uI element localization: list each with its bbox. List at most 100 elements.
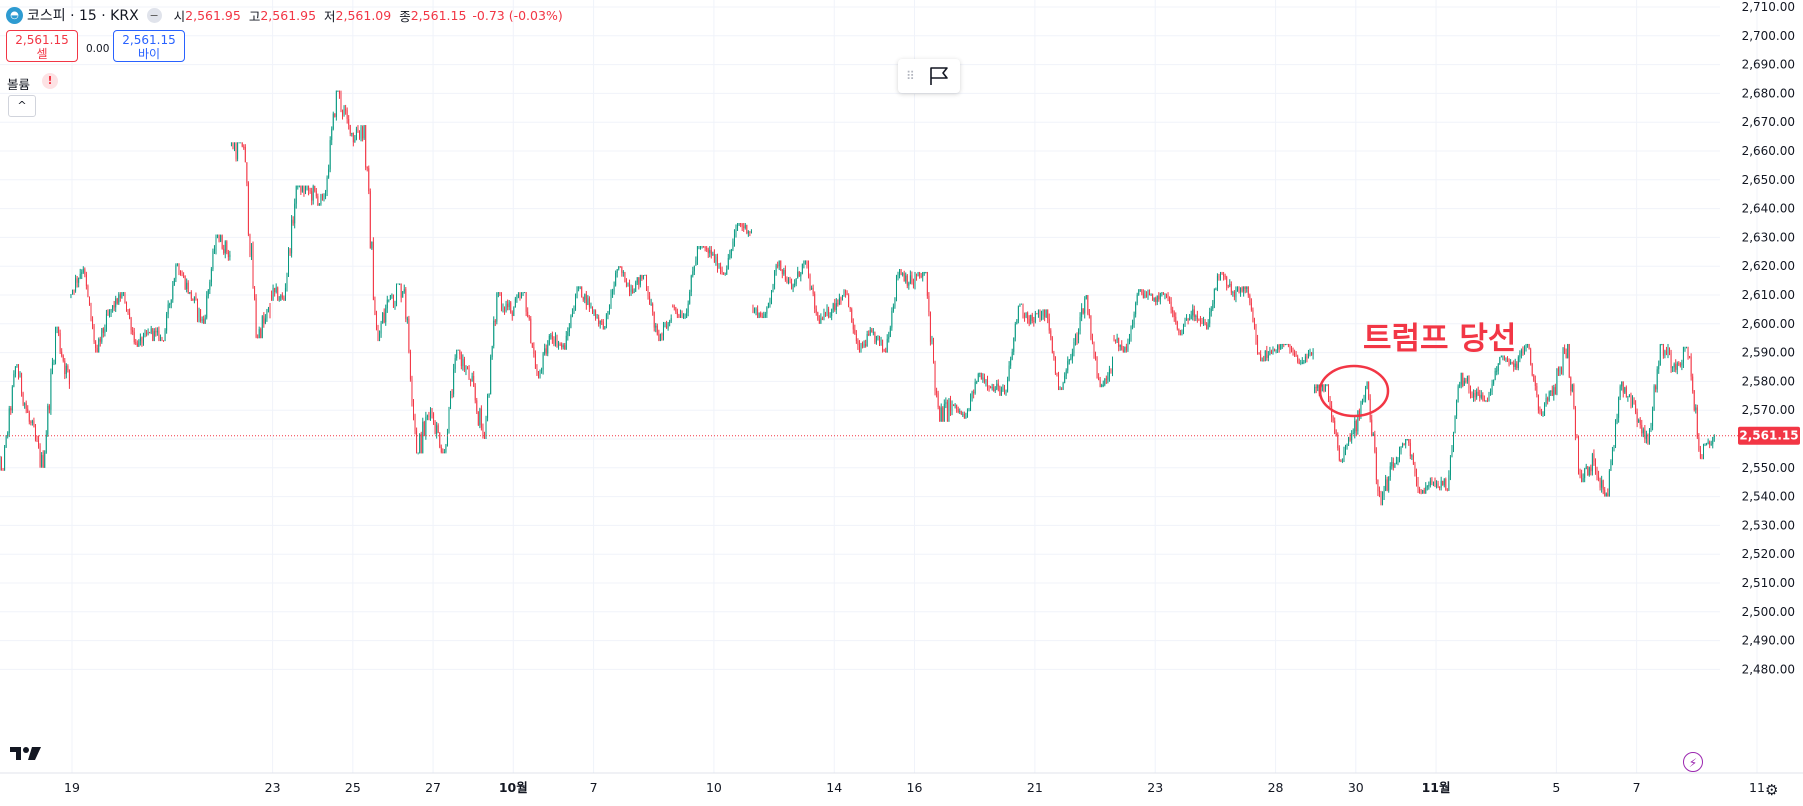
candle-body (607, 311, 609, 315)
candle-body (1476, 391, 1478, 398)
candle-body (1635, 404, 1637, 413)
candle-body (985, 380, 987, 382)
candle-body (482, 427, 484, 436)
candle-body (1533, 375, 1535, 381)
candle-body (1662, 343, 1664, 356)
candle-body (894, 297, 896, 307)
hide-legend-icon[interactable]: − (146, 7, 162, 23)
candle-body (794, 283, 796, 285)
tradingview-logo-icon[interactable] (10, 745, 42, 762)
candle-body (1536, 385, 1538, 395)
volume-label[interactable]: 볼륨 (7, 77, 31, 92)
candle-body (325, 191, 327, 198)
candle-body (584, 294, 586, 300)
candle-body (1695, 407, 1697, 411)
candle-body (403, 289, 405, 292)
candle-body (167, 304, 169, 315)
drag-handle-icon[interactable]: ⠿ (906, 69, 915, 83)
candle-body (197, 299, 198, 318)
candle-body (369, 191, 371, 249)
candle-body (146, 332, 148, 334)
candle-body (618, 266, 620, 270)
candle-body (888, 336, 890, 339)
candle-body (1272, 349, 1274, 354)
candle-body (1578, 437, 1579, 470)
candle-body (1284, 344, 1286, 346)
candle-body (396, 283, 397, 304)
candle-body (1419, 488, 1421, 494)
candle-body (1397, 461, 1399, 463)
settings-gear-icon[interactable]: ⚙ (1765, 781, 1779, 799)
candle-body (939, 406, 941, 422)
candle-body (527, 311, 529, 318)
candle-body (510, 302, 512, 313)
warning-icon[interactable]: ! (42, 73, 58, 89)
candle-body (792, 284, 794, 290)
trump-election-annotation[interactable]: 트럼프 당선 (1363, 321, 1517, 357)
candle-body (258, 329, 260, 339)
candle-body (1258, 352, 1260, 355)
candle-body (124, 292, 126, 304)
lightning-icon[interactable]: ⚡ (1683, 752, 1703, 772)
candle-body (1483, 399, 1485, 402)
collapse-button[interactable]: ^ (8, 95, 36, 117)
candle-body (1255, 327, 1257, 340)
candle-body (1470, 388, 1471, 394)
candle-body (119, 294, 121, 298)
candle-body (1554, 387, 1556, 395)
candle-body (1449, 457, 1451, 476)
candle-body (1491, 383, 1493, 392)
candle-body (879, 335, 880, 343)
candle-body (1649, 430, 1650, 444)
candle-body (1386, 479, 1388, 491)
candle-body (246, 162, 248, 184)
candle-body (720, 267, 722, 271)
sell-button[interactable]: 2,561.15 셀 (6, 30, 78, 62)
candle-body (601, 320, 603, 322)
candle-body (101, 328, 103, 342)
candle-body (110, 309, 112, 313)
candle-body (1355, 420, 1357, 432)
candle-body (815, 308, 817, 313)
candle-body (212, 251, 214, 270)
candle-body (912, 283, 914, 286)
candle-body (1573, 384, 1575, 408)
chart-legend: ◓ 코스피 · 15 · KRX − 시 2,561.95 고 2,561.95… (6, 5, 569, 25)
candle-body (1544, 403, 1546, 416)
candle-body (551, 335, 553, 340)
candle-body (960, 411, 962, 415)
candle-body (1527, 343, 1529, 345)
candle-body (104, 329, 106, 333)
candle-body (1362, 400, 1363, 402)
candle-body (5, 435, 7, 448)
candle-body (1345, 447, 1346, 452)
candle-body (1460, 372, 1462, 385)
candle-body (741, 224, 743, 227)
candle-body (1102, 384, 1104, 386)
candle-body (334, 113, 336, 117)
candle-body (297, 185, 299, 187)
candle-body (718, 267, 720, 269)
buy-button[interactable]: 2,561.15 바이 (113, 30, 185, 62)
symbol-title[interactable]: 코스피 · 15 · KRX (27, 8, 139, 24)
candle-body (272, 287, 274, 301)
candle-body (394, 303, 396, 308)
candle-body (1395, 461, 1397, 465)
candle-body (1118, 338, 1120, 347)
candle-body (865, 344, 867, 347)
flag-icon[interactable] (928, 66, 950, 86)
candle-body (496, 293, 498, 322)
candle-body (453, 368, 455, 395)
candle-body (1619, 386, 1621, 398)
candle-body (355, 128, 357, 140)
candle-body (477, 411, 479, 425)
candle-body (630, 289, 632, 292)
candle-body (491, 345, 493, 357)
candle-body (771, 292, 772, 300)
candle-body (970, 398, 972, 410)
candle-body (392, 294, 394, 308)
candle-body (1044, 309, 1046, 318)
candle-body (487, 395, 489, 418)
candle-body (56, 326, 58, 329)
